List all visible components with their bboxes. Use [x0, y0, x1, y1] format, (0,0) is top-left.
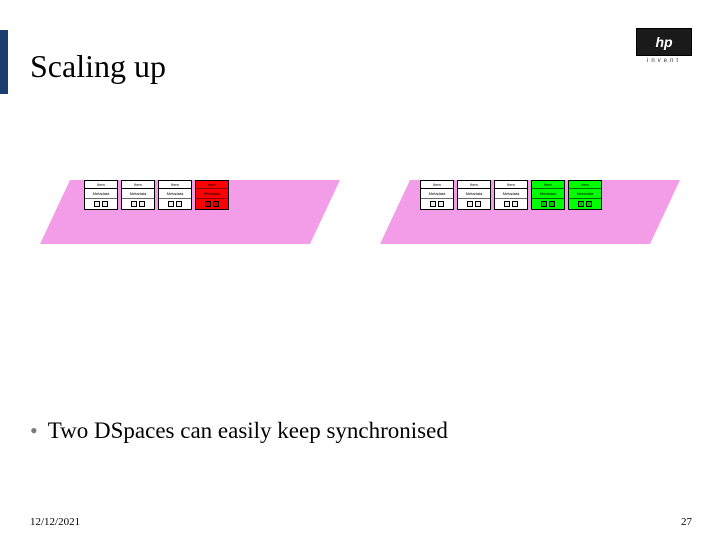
card-header: Item	[122, 181, 154, 189]
bitstream-icon	[586, 201, 592, 207]
slide: Scaling up hp invent ItemMetadataItemMet…	[0, 0, 720, 540]
hp-logo-subtext: invent	[647, 58, 681, 64]
bitstream-icon	[438, 201, 444, 207]
hp-logo: hp invent	[636, 28, 692, 64]
card-label: Metadata	[532, 189, 564, 199]
dspace-card: ItemMetadata	[158, 180, 192, 210]
card-header: Item	[159, 181, 191, 189]
card-label: Metadata	[159, 189, 191, 199]
footer-page: 27	[681, 516, 692, 528]
card-bitstreams	[421, 199, 453, 209]
bitstream-icon	[475, 201, 481, 207]
hp-logo-text: hp	[655, 34, 672, 50]
card-header: Item	[569, 181, 601, 189]
bitstream-icon	[549, 201, 555, 207]
cards-right: ItemMetadataItemMetadataItemMetadataItem…	[420, 180, 602, 210]
bullet-marker: •	[30, 420, 38, 442]
side-accent-bar	[0, 30, 8, 94]
bitstream-icon	[94, 201, 100, 207]
card-header: Item	[421, 181, 453, 189]
card-header: Item	[532, 181, 564, 189]
card-bitstreams	[495, 199, 527, 209]
bitstream-icon	[578, 201, 584, 207]
card-label: Metadata	[495, 189, 527, 199]
card-bitstreams	[85, 199, 117, 209]
bullet-row: • Two DSpaces can easily keep synchronis…	[30, 418, 448, 444]
bitstream-icon	[504, 201, 510, 207]
dspace-card: ItemMetadata	[121, 180, 155, 210]
footer-date: 12/12/2021	[30, 516, 80, 528]
bitstream-icon	[512, 201, 518, 207]
card-label: Metadata	[196, 189, 228, 199]
bitstream-icon	[168, 201, 174, 207]
bitstream-icon	[213, 201, 219, 207]
dspace-card: ItemMetadata	[420, 180, 454, 210]
diagram: ItemMetadataItemMetadataItemMetadataItem…	[40, 150, 680, 270]
card-label: Metadata	[458, 189, 490, 199]
slide-title: Scaling up	[30, 48, 166, 85]
card-header: Item	[196, 181, 228, 189]
hp-logo-box: hp	[636, 28, 692, 56]
card-label: Metadata	[421, 189, 453, 199]
bitstream-icon	[430, 201, 436, 207]
card-bitstreams	[532, 199, 564, 209]
card-header: Item	[495, 181, 527, 189]
dspace-card: ItemMetadata	[84, 180, 118, 210]
cards-left: ItemMetadataItemMetadataItemMetadataItem…	[84, 180, 229, 210]
bitstream-icon	[102, 201, 108, 207]
card-bitstreams	[569, 199, 601, 209]
bitstream-icon	[131, 201, 137, 207]
bitstream-icon	[139, 201, 145, 207]
dspace-card: ItemMetadata	[494, 180, 528, 210]
card-bitstreams	[196, 199, 228, 209]
card-bitstreams	[159, 199, 191, 209]
dspace-card: ItemMetadata	[568, 180, 602, 210]
card-bitstreams	[122, 199, 154, 209]
bitstream-icon	[205, 201, 211, 207]
bitstream-icon	[467, 201, 473, 207]
platform-right: ItemMetadataItemMetadataItemMetadataItem…	[380, 180, 680, 244]
card-bitstreams	[458, 199, 490, 209]
card-header: Item	[458, 181, 490, 189]
card-label: Metadata	[569, 189, 601, 199]
dspace-card: ItemMetadata	[531, 180, 565, 210]
dspace-card: ItemMetadata	[457, 180, 491, 210]
dspace-card: ItemMetadata	[195, 180, 229, 210]
card-header: Item	[85, 181, 117, 189]
card-label: Metadata	[85, 189, 117, 199]
platform-left: ItemMetadataItemMetadataItemMetadataItem…	[40, 180, 340, 244]
card-label: Metadata	[122, 189, 154, 199]
bitstream-icon	[541, 201, 547, 207]
bullet-text: Two DSpaces can easily keep synchronised	[48, 418, 448, 444]
bitstream-icon	[176, 201, 182, 207]
